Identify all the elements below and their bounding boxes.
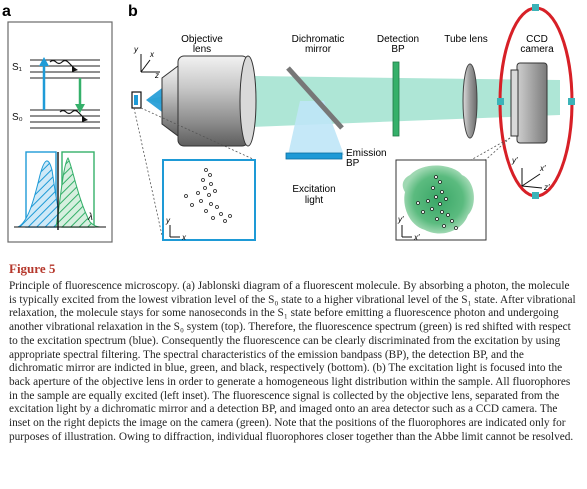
sample-axes xyxy=(140,54,160,73)
s1-label: S₁ xyxy=(12,62,23,73)
inset-axes-left xyxy=(169,225,180,238)
inset-fluorophores-right xyxy=(416,175,458,230)
emission-spectrum xyxy=(55,157,101,228)
detection-label-1: Detection xyxy=(377,34,419,45)
excitation-beam-vertical xyxy=(288,101,344,155)
tube-lens-label: Tube lens xyxy=(444,34,488,45)
camera-axis-z: z′ xyxy=(543,183,550,192)
relaxation-wavy-lower xyxy=(59,109,85,119)
objective-lens xyxy=(161,55,257,147)
lambda-label: λ xyxy=(87,212,93,223)
sample xyxy=(134,95,138,105)
ccd-label-2: camera xyxy=(520,44,554,55)
axis-x-top: x xyxy=(149,50,155,59)
dichroic-mirror xyxy=(286,66,344,130)
ccd-camera xyxy=(510,62,548,144)
panel-a-letter: a xyxy=(2,3,11,20)
detection-bandpass-filter xyxy=(392,61,400,137)
excitation-label-1: Excitation xyxy=(292,184,335,195)
relaxation-arrowhead-upper xyxy=(72,66,78,72)
relaxation-wavy-upper xyxy=(49,59,75,69)
figure-caption: Figure 5 Principle of fluorescence micro… xyxy=(9,262,579,444)
camera-axis-x: x′ xyxy=(539,164,546,173)
objective-label-1: Objective xyxy=(181,34,223,45)
axis-y-top: y xyxy=(133,45,139,54)
relaxation-arrowhead-lower xyxy=(82,116,88,122)
emission-label-2: BP xyxy=(346,158,360,169)
right-inset: y′ x′ xyxy=(395,159,487,242)
emission-label-1: Emission xyxy=(346,148,387,159)
jablonski-diagram: S₁ S₀ λ xyxy=(7,21,113,243)
left-inset: y x xyxy=(162,159,256,242)
inset-axis-x-left: x xyxy=(181,233,187,242)
figure-caption-text: Principle of fluorescence microscopy. (a… xyxy=(9,280,576,443)
s0-label: S₀ xyxy=(12,112,23,123)
figure-title: Figure 5 xyxy=(9,261,56,276)
inset-axis-x-right: x′ xyxy=(413,233,420,242)
excitation-arrowhead xyxy=(39,57,49,66)
panel-b-letter: b xyxy=(128,3,138,20)
excitation-label-2: light xyxy=(305,195,324,206)
inset-axis-y-right: y′ xyxy=(397,215,404,224)
emission-arrowhead xyxy=(75,104,85,113)
spectra-plot: λ xyxy=(14,151,106,230)
s0-levels xyxy=(30,109,100,129)
camera-axis-y: y′ xyxy=(511,156,518,165)
camera-ring-handles xyxy=(497,4,575,199)
ccd-label-1: CCD xyxy=(526,34,548,45)
dichroic-label-1: Dichromatic xyxy=(292,34,345,45)
fluorescence-image-blob xyxy=(402,165,474,234)
inset-fluorophores-left xyxy=(184,168,232,223)
emission-bandpass-filter xyxy=(285,152,343,160)
tube-lens xyxy=(462,63,478,139)
dichroic-label-2: mirror xyxy=(305,44,332,55)
detection-label-2: BP xyxy=(391,44,405,55)
camera-axes xyxy=(521,168,543,189)
inset-axes-right xyxy=(401,225,412,238)
objective-label-2: lens xyxy=(193,44,211,55)
inset-axis-y-left: y xyxy=(165,216,171,225)
fluorescence-microscopy-figure: a S₁ S₀ xyxy=(2,3,575,243)
axis-z-top: z xyxy=(154,71,159,80)
